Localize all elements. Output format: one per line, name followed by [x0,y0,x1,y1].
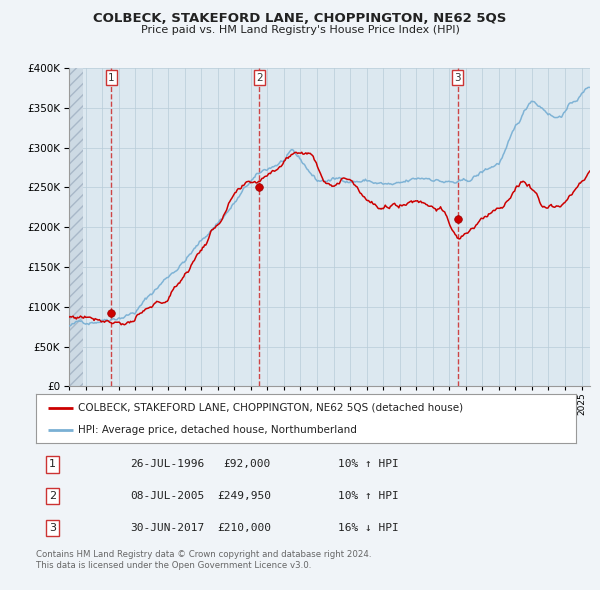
Text: 3: 3 [49,523,56,533]
Text: COLBECK, STAKEFORD LANE, CHOPPINGTON, NE62 5QS: COLBECK, STAKEFORD LANE, CHOPPINGTON, NE… [94,12,506,25]
Text: 08-JUL-2005: 08-JUL-2005 [131,491,205,501]
Text: 16% ↓ HPI: 16% ↓ HPI [338,523,399,533]
Text: HPI: Average price, detached house, Northumberland: HPI: Average price, detached house, Nort… [78,425,357,435]
Text: 30-JUN-2017: 30-JUN-2017 [131,523,205,533]
Text: 3: 3 [454,73,461,83]
Text: 2: 2 [49,491,56,501]
Text: 10% ↑ HPI: 10% ↑ HPI [338,491,399,501]
Text: Contains HM Land Registry data © Crown copyright and database right 2024.: Contains HM Land Registry data © Crown c… [36,550,371,559]
Text: This data is licensed under the Open Government Licence v3.0.: This data is licensed under the Open Gov… [36,560,311,569]
Text: £92,000: £92,000 [224,460,271,470]
Text: £210,000: £210,000 [217,523,271,533]
Bar [69,68,83,386]
Text: COLBECK, STAKEFORD LANE, CHOPPINGTON, NE62 5QS (detached house): COLBECK, STAKEFORD LANE, CHOPPINGTON, NE… [78,402,463,412]
Text: 2: 2 [256,73,263,83]
Text: £249,950: £249,950 [217,491,271,501]
Text: Price paid vs. HM Land Registry's House Price Index (HPI): Price paid vs. HM Land Registry's House … [140,25,460,35]
Text: 1: 1 [49,460,56,470]
Text: 1: 1 [108,73,115,83]
Text: 10% ↑ HPI: 10% ↑ HPI [338,460,399,470]
Text: 26-JUL-1996: 26-JUL-1996 [131,460,205,470]
